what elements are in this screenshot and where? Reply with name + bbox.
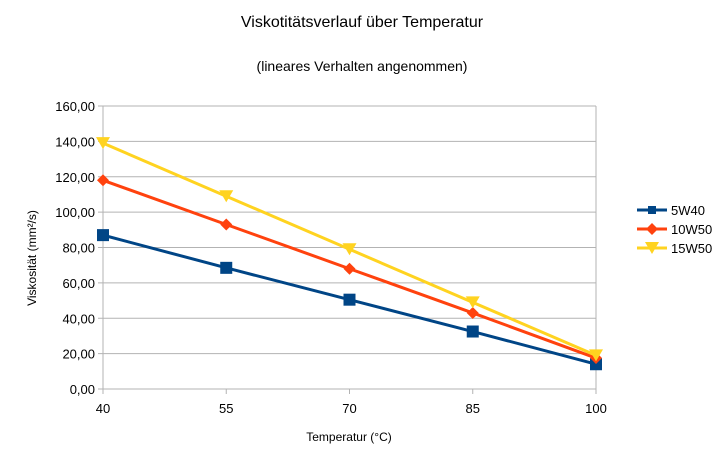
data-point — [220, 261, 233, 274]
data-point — [466, 306, 479, 319]
x-tick-label: 70 — [342, 401, 356, 416]
data-point — [219, 190, 234, 203]
legend: 5W40 10W50 15W50 — [637, 203, 712, 256]
y-tick-labels: 0,00 20,00 40,00 60,00 80,00 100,00 120,00 140,… — [55, 99, 95, 397]
data-point — [589, 349, 603, 362]
data-point — [343, 293, 356, 306]
legend-item-10w50: 10W50 — [637, 222, 712, 237]
series-lines — [96, 137, 603, 371]
x-tick-labels: 40 55 70 85 100 — [96, 401, 607, 416]
y-tick-label: 40,00 — [62, 311, 95, 326]
x-tick-label: 100 — [585, 401, 607, 416]
data-point — [97, 229, 109, 242]
data-point — [465, 296, 480, 309]
legend-item-15w50: 15W50 — [637, 241, 712, 256]
y-tick-label: 20,00 — [62, 347, 95, 362]
data-point — [97, 174, 109, 187]
chart-title: Viskotitätsverlauf über Temperatur — [240, 14, 484, 31]
x-tick-label: 40 — [96, 401, 110, 416]
y-tick-label: 120,00 — [55, 170, 95, 185]
series-15w50 — [96, 137, 603, 362]
legend-label: 15W50 — [671, 241, 712, 256]
x-tick-label: 85 — [466, 401, 480, 416]
legend-label: 5W40 — [671, 203, 705, 218]
data-point — [96, 137, 110, 150]
y-axis-label: Viskosität (mm²/s) — [25, 210, 39, 306]
y-tick-label: 0,00 — [70, 382, 95, 397]
x-axis-label: Temperatur (°C) — [306, 430, 391, 444]
legend-marker — [645, 242, 659, 254]
data-point — [342, 243, 357, 256]
legend-item-5w40: 5W40 — [637, 203, 705, 218]
y-tick-label: 140,00 — [55, 134, 95, 149]
series-10w50 — [97, 174, 602, 365]
legend-label: 10W50 — [671, 222, 712, 237]
data-point — [466, 325, 479, 338]
legend-marker — [648, 206, 656, 214]
data-point — [590, 358, 602, 371]
legend-marker — [646, 223, 658, 235]
series-5w40 — [97, 229, 602, 371]
data-point — [220, 218, 233, 231]
chart-subtitle: (lineares Verhalten angenommen) — [256, 58, 468, 74]
data-point — [343, 262, 356, 275]
y-tick-label: 160,00 — [55, 99, 95, 114]
x-tick-label: 55 — [219, 401, 233, 416]
y-tick-label: 80,00 — [62, 241, 95, 256]
axes — [102, 106, 597, 394]
y-tick-label: 60,00 — [62, 276, 95, 291]
y-tick-label: 100,00 — [55, 205, 95, 220]
